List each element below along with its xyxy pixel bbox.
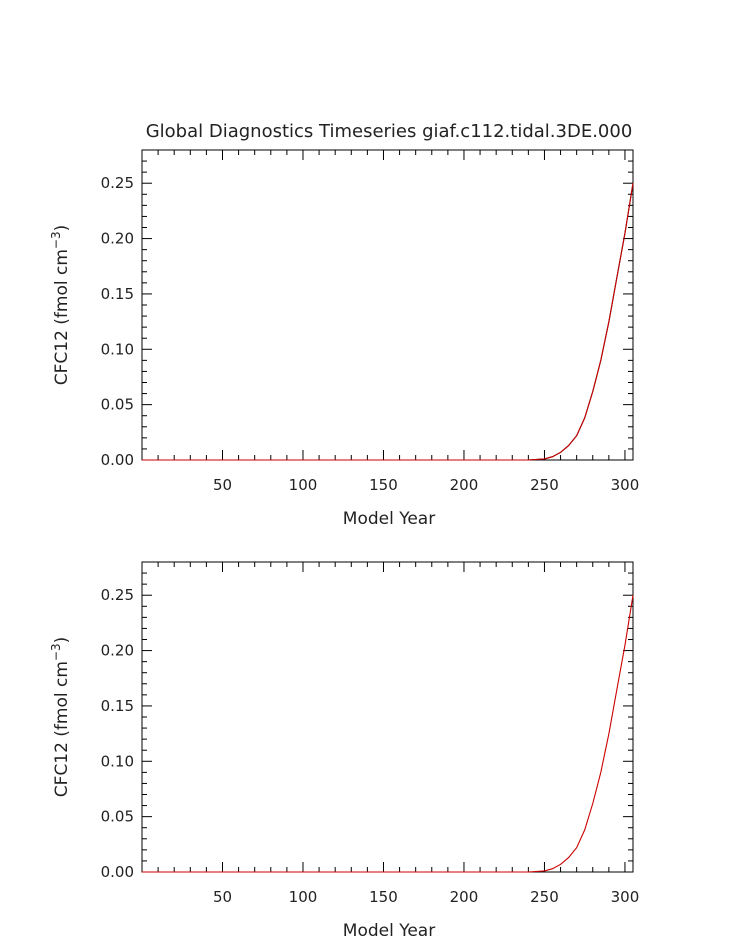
series-lines xyxy=(142,595,634,873)
y-axis-title-main: CFC12 (fmol cm xyxy=(52,249,72,385)
x-tick-label: 300 xyxy=(611,888,640,906)
x-axis-title: Model Year xyxy=(343,509,435,529)
x-tick-label: 250 xyxy=(530,476,559,494)
y-axis-title-close: ) xyxy=(52,637,72,644)
plot-frame xyxy=(141,561,634,873)
y-tick-labels: 0.00 0.05 0.10 0.15 0.20 0.25 xyxy=(101,586,134,881)
series-line xyxy=(142,183,634,461)
y-tick-label: 0.15 xyxy=(101,285,134,303)
series-lines xyxy=(142,183,634,461)
y-axis-title-close: ) xyxy=(52,225,72,232)
x-tick-label: 50 xyxy=(213,888,232,906)
y-ticks xyxy=(142,561,633,873)
series-line xyxy=(142,183,634,461)
x-tick-label: 50 xyxy=(213,476,232,494)
y-axis-title-exponent: −3 xyxy=(49,643,63,661)
y-axis-title-main: CFC12 (fmol cm xyxy=(52,661,72,797)
x-ticks xyxy=(157,562,626,872)
x-tick-label: 150 xyxy=(369,888,398,906)
x-tick-label: 100 xyxy=(289,476,318,494)
x-tick-label: 200 xyxy=(450,476,479,494)
panel-top: Global Diagnostics Timeseries giaf.c112.… xyxy=(49,121,639,529)
y-tick-label: 0.25 xyxy=(101,586,134,604)
x-tick-label: 150 xyxy=(369,476,398,494)
y-axis-title-exponent: −3 xyxy=(49,231,63,249)
x-tick-label: 250 xyxy=(530,888,559,906)
x-tick-labels: 50 100 150 200 250 300 xyxy=(213,888,639,906)
y-tick-label: 0.05 xyxy=(101,808,134,826)
y-tick-label: 0.00 xyxy=(101,863,134,881)
y-tick-label: 0.20 xyxy=(101,642,134,660)
y-tick-label: 0.20 xyxy=(101,230,134,248)
x-tick-labels: 50 100 150 200 250 300 xyxy=(213,476,639,494)
x-tick-label: 200 xyxy=(450,888,479,906)
y-tick-labels: 0.00 0.05 0.10 0.15 0.20 0.25 xyxy=(101,174,134,469)
y-tick-label: 0.10 xyxy=(101,752,134,770)
chart-title: Global Diagnostics Timeseries giaf.c112.… xyxy=(146,121,633,142)
y-tick-label: 0.10 xyxy=(101,340,134,358)
y-tick-label: 0.05 xyxy=(101,396,134,414)
y-ticks xyxy=(142,149,633,461)
x-tick-label: 100 xyxy=(289,888,318,906)
series-line xyxy=(142,595,634,873)
y-tick-label: 0.25 xyxy=(101,174,134,192)
x-axis-title: Model Year xyxy=(343,921,435,941)
plot-frame xyxy=(141,149,634,461)
y-axis-title: CFC12 (fmol cm−3) xyxy=(49,225,72,386)
y-axis-title: CFC12 (fmol cm−3) xyxy=(49,637,72,798)
panel-bottom: 50 100 150 200 250 300 0.000.050.100.150.200.… xyxy=(49,561,639,941)
x-tick-label: 300 xyxy=(611,476,640,494)
y-tick-label: 0.15 xyxy=(101,697,134,715)
x-ticks xyxy=(157,150,626,460)
y-tick-label: 0.00 xyxy=(101,451,134,469)
